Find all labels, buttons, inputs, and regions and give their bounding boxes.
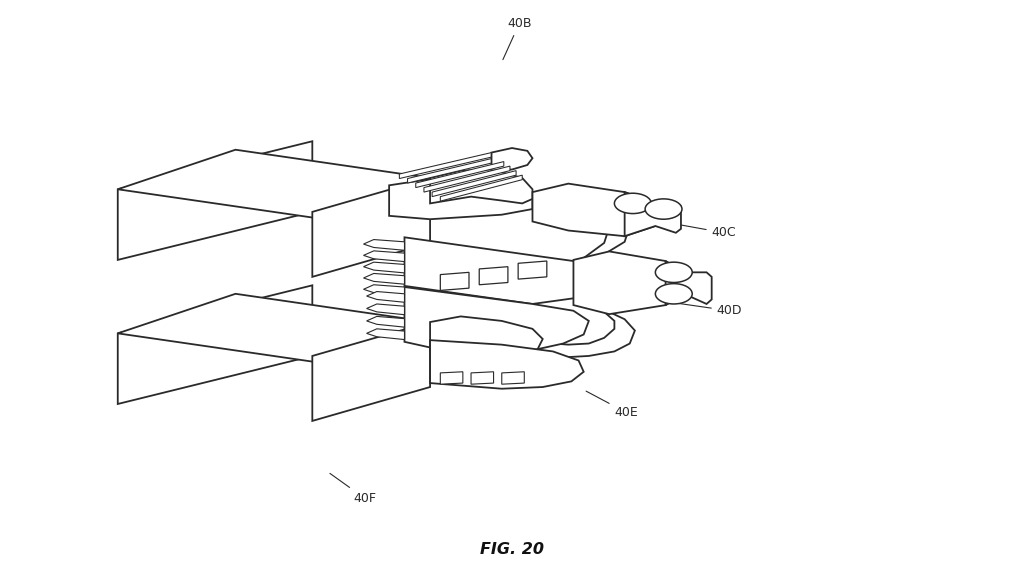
Polygon shape: [367, 304, 404, 315]
Polygon shape: [430, 170, 532, 203]
Polygon shape: [666, 261, 712, 305]
Polygon shape: [440, 372, 463, 384]
Text: 40A: 40A: [236, 325, 299, 349]
Polygon shape: [404, 287, 589, 353]
Polygon shape: [471, 372, 494, 384]
Polygon shape: [430, 340, 584, 389]
Polygon shape: [502, 372, 524, 384]
Polygon shape: [399, 153, 492, 179]
Polygon shape: [625, 192, 681, 236]
Polygon shape: [364, 240, 404, 250]
Polygon shape: [118, 285, 312, 404]
Polygon shape: [312, 322, 430, 421]
Circle shape: [655, 284, 692, 304]
Polygon shape: [430, 316, 543, 357]
Text: 40B: 40B: [503, 17, 531, 60]
Polygon shape: [404, 237, 594, 304]
Polygon shape: [532, 184, 655, 236]
Polygon shape: [479, 267, 508, 285]
Text: 40F: 40F: [330, 473, 376, 505]
Circle shape: [655, 262, 692, 282]
Polygon shape: [389, 179, 532, 219]
Polygon shape: [532, 193, 635, 357]
Polygon shape: [492, 148, 532, 171]
Text: 40E: 40E: [586, 391, 638, 419]
Polygon shape: [440, 272, 469, 290]
Polygon shape: [364, 251, 404, 262]
Polygon shape: [440, 175, 522, 201]
Polygon shape: [408, 157, 498, 183]
Polygon shape: [118, 141, 312, 260]
Polygon shape: [118, 294, 430, 362]
Polygon shape: [367, 329, 404, 340]
Polygon shape: [364, 262, 404, 273]
Circle shape: [645, 199, 682, 219]
Polygon shape: [364, 273, 404, 284]
Polygon shape: [432, 171, 516, 197]
Text: FIG. 20: FIG. 20: [480, 542, 544, 557]
Polygon shape: [367, 292, 404, 302]
Polygon shape: [416, 162, 504, 188]
Polygon shape: [424, 166, 510, 192]
Polygon shape: [312, 178, 430, 277]
Polygon shape: [518, 261, 547, 279]
Polygon shape: [573, 251, 684, 314]
Polygon shape: [118, 150, 430, 218]
Text: 40C: 40C: [658, 221, 736, 240]
Polygon shape: [364, 285, 404, 295]
Circle shape: [614, 193, 651, 214]
Text: 40D: 40D: [674, 303, 742, 318]
Polygon shape: [367, 316, 404, 327]
